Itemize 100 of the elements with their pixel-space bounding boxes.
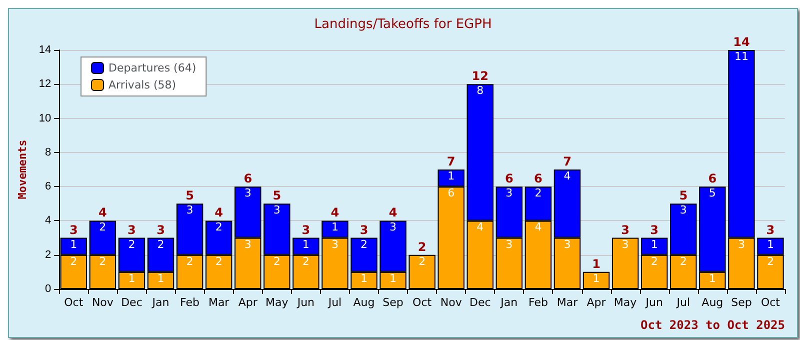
x-tick-label: Dec (469, 296, 491, 309)
legend-label: Departures (64) (108, 62, 196, 74)
x-tick-label: Feb (528, 296, 548, 309)
legend-label: Arrivals (58) (108, 78, 176, 92)
data-label: 4 (564, 170, 571, 182)
x-tick-label: Nov (92, 296, 114, 309)
data-label: 2 (186, 254, 194, 268)
chart-title: Landings/Takeoffs for EGPH (314, 17, 492, 32)
data-label: 3 (244, 238, 252, 251)
total-label: 12 (472, 69, 488, 84)
x-tick-label: Jul (327, 296, 342, 309)
total-label: 6 (534, 172, 542, 186)
total-label: 2 (418, 240, 426, 254)
data-label: 2 (215, 254, 222, 268)
data-label: 1 (331, 220, 338, 234)
x-tick-label: Mar (556, 296, 578, 309)
x-tick-label: Jun (644, 296, 663, 309)
total-label: 4 (388, 206, 398, 220)
y-tick-label: 14 (38, 44, 52, 56)
x-tick-label: Apr (238, 296, 258, 309)
data-label: 1 (70, 238, 78, 251)
data-label: 5 (708, 186, 716, 200)
data-label: 2 (680, 254, 687, 268)
data-label: 3 (564, 238, 571, 251)
data-label: 1 (128, 272, 136, 285)
data-label: 3 (273, 204, 280, 217)
data-label: 1 (302, 238, 310, 251)
data-label: 11 (734, 50, 748, 63)
y-tick-label: 0 (45, 283, 52, 295)
data-label: 2 (650, 254, 658, 268)
data-label: 2 (70, 254, 78, 268)
total-label: 3 (128, 222, 136, 237)
total-label: 1 (592, 256, 600, 271)
data-label: 2 (215, 220, 222, 234)
data-label: 2 (360, 238, 368, 251)
data-label: 6 (448, 186, 455, 200)
total-label: 5 (679, 188, 688, 203)
data-label: 1 (766, 238, 774, 251)
total-label: 3 (360, 222, 368, 237)
data-label: 2 (99, 220, 106, 234)
x-tick-label: Feb (180, 296, 200, 309)
total-label: 5 (272, 188, 282, 203)
x-tick-label: Apr (586, 296, 606, 309)
x-tick-label: Jan (151, 296, 170, 309)
data-label: 3 (244, 186, 252, 200)
data-label: 2 (302, 254, 310, 268)
total-label: 7 (446, 154, 456, 168)
total-label: 6 (708, 172, 717, 186)
x-tick-label: Oct (760, 296, 781, 309)
data-label: 3 (331, 238, 338, 251)
data-label: 3 (738, 238, 745, 251)
data-label: 1 (360, 272, 368, 285)
x-tick-label: Jan (500, 296, 518, 309)
total-label: 5 (186, 188, 194, 203)
total-label: 4 (98, 206, 107, 220)
y-tick-label: 4 (45, 214, 52, 227)
x-tick-label: Oct (412, 296, 432, 309)
x-tick-label: Aug (702, 296, 724, 309)
x-tick-label: May (266, 296, 289, 309)
total-label: 4 (214, 206, 224, 220)
data-label: 8 (476, 84, 484, 98)
data-label: 2 (157, 238, 164, 251)
y-tick-label: 10 (38, 112, 52, 124)
data-label: 3 (680, 204, 687, 217)
x-tick-label: Jul (676, 296, 690, 309)
x-tick-label: Sep (731, 296, 752, 309)
x-tick-label: Mar (208, 296, 230, 309)
total-label: 3 (621, 222, 630, 237)
data-label: 4 (534, 220, 542, 234)
text: Oct 2023 to Oct 2025 (640, 318, 786, 332)
data-label: 2 (766, 254, 774, 268)
data-label: 2 (273, 254, 280, 268)
data-label: 1 (708, 272, 716, 285)
y-tick-label: 12 (38, 78, 52, 90)
data-label: 2 (534, 186, 542, 200)
y-tick-label: 8 (45, 146, 52, 158)
total-label: 6 (504, 172, 514, 186)
data-label: 2 (99, 254, 106, 268)
data-label: 2 (418, 254, 426, 268)
data-label: 1 (448, 170, 455, 182)
total-label: 3 (302, 222, 310, 237)
data-label: 3 (390, 220, 397, 234)
data-label: 1 (390, 272, 397, 285)
total-label: 3 (69, 222, 78, 237)
data-label: 4 (476, 220, 484, 234)
data-label: 3 (622, 238, 629, 251)
x-tick-label: Oct (64, 296, 84, 309)
total-label: 3 (156, 222, 165, 237)
x-tick-label: Dec (121, 296, 142, 309)
data-label: 3 (506, 238, 513, 251)
x-tick-label: May (614, 296, 638, 309)
total-label: 3 (650, 222, 659, 237)
data-label: 3 (186, 204, 194, 217)
total-label: 14 (733, 35, 750, 49)
data-label: 1 (592, 272, 600, 285)
x-tick-label: Jun (296, 296, 315, 309)
total-label: 4 (330, 206, 340, 220)
x-tick-label: Aug (353, 296, 375, 309)
data-label: 2 (128, 238, 136, 251)
data-label: 1 (650, 238, 658, 251)
